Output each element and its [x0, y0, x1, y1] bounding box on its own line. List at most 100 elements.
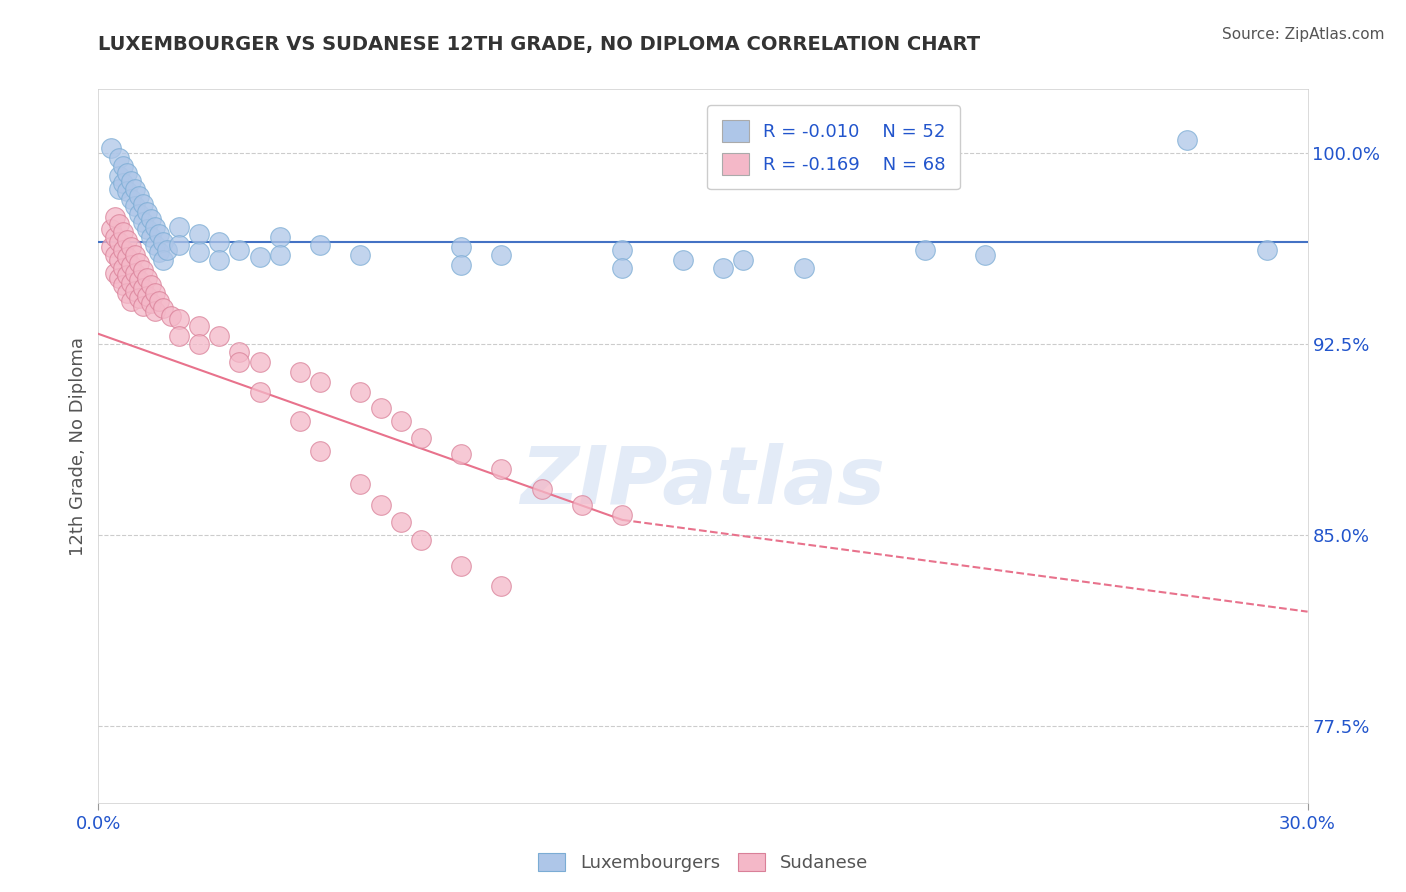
Point [103, 248, 125, 262]
Point [128, 273, 150, 287]
Point [107, 169, 129, 183]
Point [107, 252, 129, 267]
Point [143, 237, 166, 252]
Point [167, 329, 190, 343]
Y-axis label: 12th Grade, No Diploma: 12th Grade, No Diploma [69, 336, 87, 556]
Legend: Luxembourgers, Sudanese: Luxembourgers, Sudanese [531, 846, 875, 880]
Point [120, 258, 142, 272]
Point [124, 266, 146, 280]
Point [309, 444, 332, 458]
Point [188, 319, 211, 334]
Point [120, 276, 142, 290]
Point [156, 243, 179, 257]
Point [120, 174, 142, 188]
Point [349, 477, 371, 491]
Point [111, 225, 134, 239]
Point [107, 270, 129, 285]
Point [914, 243, 936, 257]
Point [228, 344, 250, 359]
Point [115, 184, 138, 198]
Point [103, 230, 125, 244]
Point [711, 260, 734, 275]
Point [143, 304, 166, 318]
Point [100, 240, 122, 254]
Point [249, 251, 271, 265]
Point [160, 309, 183, 323]
Point [167, 219, 190, 234]
Point [288, 365, 311, 379]
Point [148, 227, 170, 242]
Point [167, 237, 190, 252]
Point [135, 270, 157, 285]
Point [733, 252, 755, 267]
Point [139, 230, 162, 244]
Point [124, 248, 146, 262]
Point [107, 181, 129, 195]
Text: ZIPatlas: ZIPatlas [520, 442, 886, 521]
Point [107, 235, 129, 249]
Point [309, 376, 332, 390]
Point [115, 166, 138, 180]
Point [188, 337, 211, 351]
Point [167, 311, 190, 326]
Point [115, 268, 138, 283]
Point [288, 413, 311, 427]
Point [139, 296, 162, 310]
Point [103, 210, 125, 224]
Point [115, 286, 138, 301]
Point [128, 189, 150, 203]
Point [450, 240, 472, 254]
Point [409, 431, 432, 445]
Point [143, 286, 166, 301]
Point [228, 243, 250, 257]
Point [249, 355, 271, 369]
Point [120, 192, 142, 206]
Point [389, 516, 412, 530]
Point [124, 284, 146, 298]
Point [132, 215, 155, 229]
Point [103, 266, 125, 280]
Point [111, 278, 134, 293]
Point [208, 329, 231, 343]
Point [139, 278, 162, 293]
Point [612, 508, 634, 522]
Point [208, 235, 231, 249]
Point [672, 252, 695, 267]
Point [132, 263, 155, 277]
Point [111, 177, 134, 191]
Point [1175, 133, 1198, 147]
Point [793, 260, 815, 275]
Point [132, 197, 155, 211]
Point [135, 204, 157, 219]
Point [132, 281, 155, 295]
Text: Source: ZipAtlas.com: Source: ZipAtlas.com [1222, 27, 1385, 42]
Point [135, 222, 157, 236]
Point [491, 579, 513, 593]
Point [269, 248, 291, 262]
Point [450, 447, 472, 461]
Point [974, 248, 997, 262]
Point [530, 483, 553, 497]
Point [115, 251, 138, 265]
Point [124, 199, 146, 213]
Point [612, 243, 634, 257]
Point [571, 498, 593, 512]
Point [249, 385, 271, 400]
Point [107, 217, 129, 231]
Point [491, 462, 513, 476]
Point [370, 401, 392, 415]
Point [128, 255, 150, 269]
Point [491, 248, 513, 262]
Point [111, 243, 134, 257]
Point [111, 159, 134, 173]
Point [128, 291, 150, 305]
Point [115, 233, 138, 247]
Point [124, 181, 146, 195]
Point [269, 230, 291, 244]
Point [612, 260, 634, 275]
Point [152, 235, 174, 249]
Point [100, 141, 122, 155]
Text: LUXEMBOURGER VS SUDANESE 12TH GRADE, NO DIPLOMA CORRELATION CHART: LUXEMBOURGER VS SUDANESE 12TH GRADE, NO … [98, 35, 980, 54]
Point [132, 299, 155, 313]
Point [139, 212, 162, 227]
